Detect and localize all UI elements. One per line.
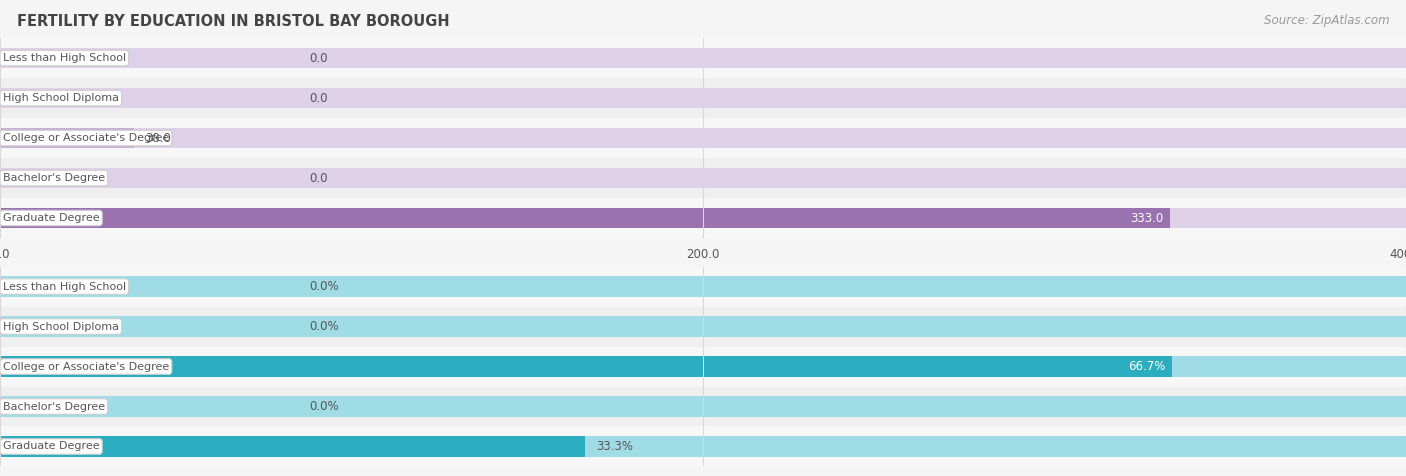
Text: 0.0%: 0.0% <box>309 320 339 333</box>
Bar <box>0 276 1406 297</box>
Bar <box>0 396 1406 417</box>
Bar <box>0 316 1406 337</box>
Bar <box>0 436 1406 457</box>
Text: College or Associate's Degree: College or Associate's Degree <box>3 133 169 143</box>
Text: Graduate Degree: Graduate Degree <box>3 441 100 452</box>
Text: 0.0: 0.0 <box>309 91 328 105</box>
Text: High School Diploma: High School Diploma <box>3 321 120 332</box>
Bar <box>0 307 1406 347</box>
Bar <box>0 128 134 149</box>
Text: Source: ZipAtlas.com: Source: ZipAtlas.com <box>1264 14 1389 27</box>
Bar <box>0 38 1406 78</box>
Text: College or Associate's Degree: College or Associate's Degree <box>3 361 169 372</box>
Bar <box>0 208 1171 228</box>
Text: High School Diploma: High School Diploma <box>3 93 120 103</box>
Bar <box>0 198 1406 238</box>
Text: 0.0%: 0.0% <box>309 280 339 293</box>
Bar <box>0 78 1406 118</box>
Text: Less than High School: Less than High School <box>3 53 127 63</box>
Text: FERTILITY BY EDUCATION IN BRISTOL BAY BOROUGH: FERTILITY BY EDUCATION IN BRISTOL BAY BO… <box>17 14 450 30</box>
Text: 0.0: 0.0 <box>309 51 328 65</box>
Bar <box>0 48 1406 69</box>
Bar <box>0 118 1406 158</box>
Text: Bachelor's Degree: Bachelor's Degree <box>3 401 105 412</box>
Text: 0.0%: 0.0% <box>309 400 339 413</box>
Bar <box>0 426 1406 466</box>
Text: 333.0: 333.0 <box>1130 211 1164 225</box>
Bar <box>0 128 1406 149</box>
Bar <box>0 387 1406 426</box>
Bar <box>0 356 1406 377</box>
Text: 0.0: 0.0 <box>309 171 328 185</box>
Text: Bachelor's Degree: Bachelor's Degree <box>3 173 105 183</box>
Bar <box>0 168 1406 188</box>
Bar <box>0 356 1173 377</box>
Text: 38.0: 38.0 <box>145 131 170 145</box>
Bar <box>0 88 1406 109</box>
Text: 66.7%: 66.7% <box>1128 360 1166 373</box>
Bar <box>0 158 1406 198</box>
Text: Less than High School: Less than High School <box>3 281 127 292</box>
Text: 33.3%: 33.3% <box>596 440 634 453</box>
Bar <box>0 436 585 457</box>
Bar <box>0 267 1406 307</box>
Text: Graduate Degree: Graduate Degree <box>3 213 100 223</box>
Bar <box>0 347 1406 387</box>
Bar <box>0 208 1406 228</box>
